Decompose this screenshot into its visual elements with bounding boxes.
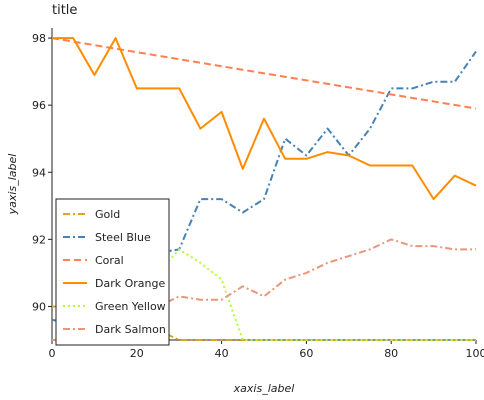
legend-label-green-yellow: Green Yellow: [95, 300, 166, 313]
legend-label-dark-orange: Dark Orange: [95, 277, 165, 290]
y-tick-label: 92: [32, 233, 46, 246]
legend-label-coral: Coral: [95, 254, 124, 267]
y-axis-title: yaxis_label: [6, 154, 19, 216]
x-tick-label: 40: [215, 347, 229, 360]
y-tick-label: 90: [32, 300, 46, 313]
y-tick-label: 94: [32, 166, 46, 179]
x-tick-label: 80: [384, 347, 398, 360]
x-tick-label: 0: [49, 347, 56, 360]
legend-label-steel-blue: Steel Blue: [95, 231, 151, 244]
y-tick-label: 98: [32, 32, 46, 45]
legend-label-gold: Gold: [95, 208, 120, 221]
x-tick-label: 20: [130, 347, 144, 360]
chart-title: title: [52, 3, 77, 18]
x-tick-label: 100: [466, 347, 484, 360]
legend: Gold Steel Blue Coral Dark Orange Green Yell…: [55, 198, 170, 346]
x-tick-label: 60: [299, 347, 313, 360]
legend-box: [55, 198, 170, 346]
axes: 0 20 40 60 80 100 90 92 94 96 98: [32, 28, 484, 360]
y-tick-label: 96: [32, 99, 46, 112]
series-line-coral: [51, 37, 477, 110]
x-axis-title: xaxis_label: [233, 382, 295, 395]
legend-label-dark-salmon: Dark Salmon: [95, 323, 166, 336]
series-line-dark-orange: [52, 37, 477, 201]
